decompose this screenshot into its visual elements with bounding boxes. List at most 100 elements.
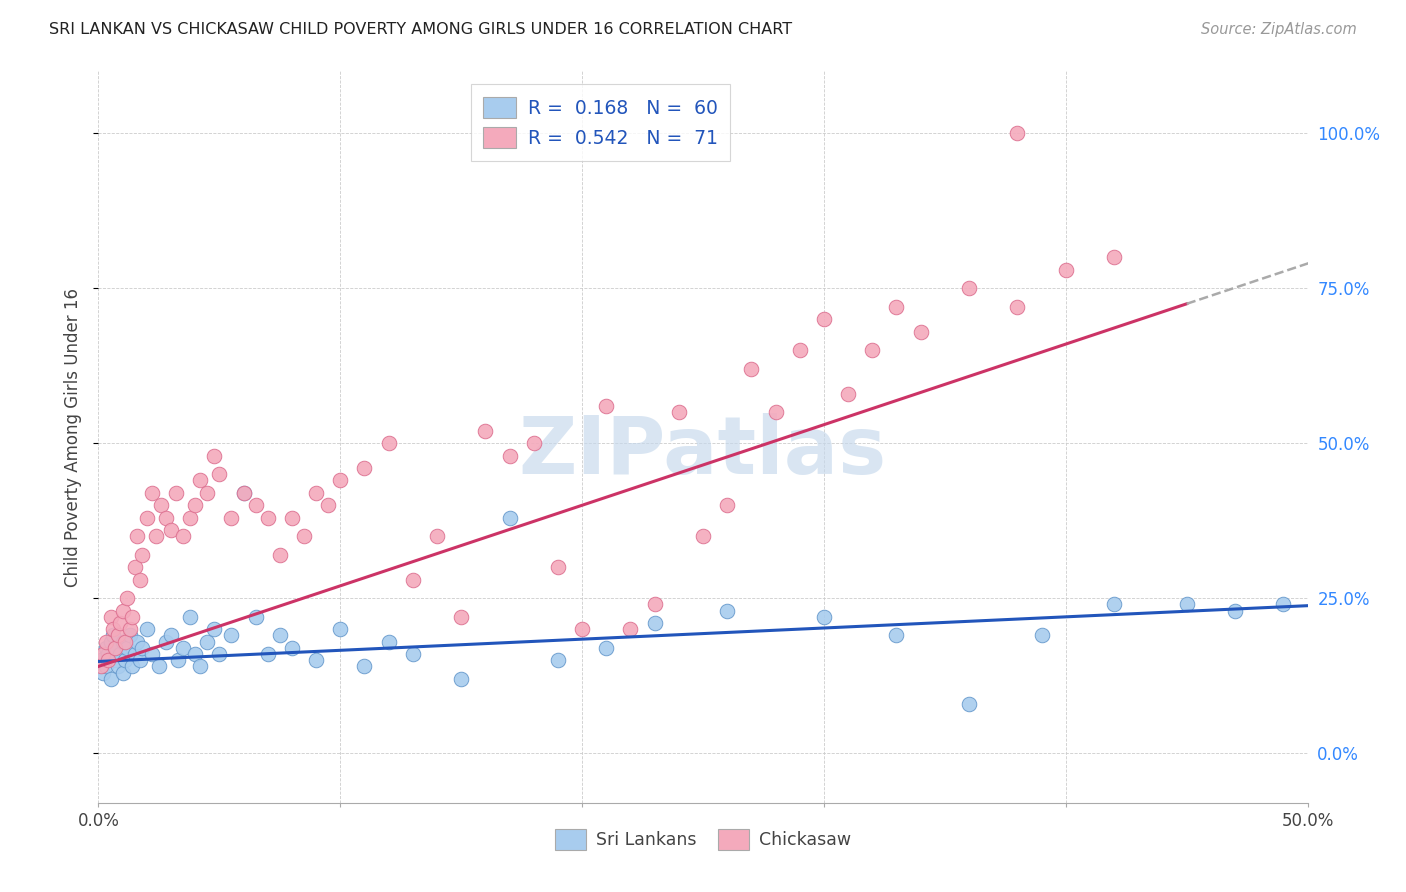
- Point: [111, 604, 134, 618]
- Point: [117, 591, 139, 606]
- Point: [118, 628, 141, 642]
- Point: [124, 647, 146, 661]
- Point: [160, 523, 183, 537]
- Point: [571, 622, 593, 636]
- Point: [141, 486, 163, 500]
- Point: [97, 647, 120, 661]
- Point: [204, 449, 226, 463]
- Point: [474, 424, 496, 438]
- Point: [104, 653, 127, 667]
- Point: [90, 653, 112, 667]
- Point: [188, 659, 211, 673]
- Legend: Sri Lankans, Chickasaw: Sri Lankans, Chickasaw: [544, 819, 862, 860]
- Point: [1054, 262, 1077, 277]
- Point: [121, 610, 143, 624]
- Point: [692, 529, 714, 543]
- Point: [172, 640, 194, 655]
- Point: [172, 529, 194, 543]
- Point: [188, 474, 211, 488]
- Point: [245, 498, 267, 512]
- Point: [232, 486, 254, 500]
- Point: [94, 659, 117, 673]
- Point: [498, 510, 520, 524]
- Point: [131, 640, 153, 655]
- Point: [269, 548, 291, 562]
- Point: [114, 653, 136, 667]
- Point: [121, 659, 143, 673]
- Point: [292, 529, 315, 543]
- Point: [910, 325, 932, 339]
- Point: [450, 610, 472, 624]
- Point: [101, 622, 124, 636]
- Point: [886, 300, 908, 314]
- Point: [114, 634, 136, 648]
- Point: [141, 647, 163, 661]
- Text: SRI LANKAN VS CHICKASAW CHILD POVERTY AMONG GIRLS UNDER 16 CORRELATION CHART: SRI LANKAN VS CHICKASAW CHILD POVERTY AM…: [49, 22, 793, 37]
- Point: [353, 659, 375, 673]
- Point: [97, 653, 120, 667]
- Point: [128, 653, 150, 667]
- Point: [179, 610, 201, 624]
- Point: [208, 647, 231, 661]
- Point: [1223, 604, 1246, 618]
- Point: [886, 628, 908, 642]
- Text: ZIPatlas: ZIPatlas: [519, 413, 887, 491]
- Point: [1007, 300, 1029, 314]
- Point: [426, 529, 449, 543]
- Point: [100, 634, 122, 648]
- Point: [90, 659, 112, 673]
- Point: [740, 362, 762, 376]
- Point: [135, 622, 157, 636]
- Point: [789, 343, 811, 358]
- Point: [765, 405, 787, 419]
- Point: [148, 659, 170, 673]
- Point: [377, 436, 399, 450]
- Point: [167, 653, 190, 667]
- Point: [111, 665, 134, 680]
- Point: [155, 510, 177, 524]
- Point: [118, 622, 141, 636]
- Point: [195, 486, 218, 500]
- Point: [100, 672, 122, 686]
- Point: [269, 628, 291, 642]
- Point: [1031, 628, 1053, 642]
- Point: [111, 634, 134, 648]
- Point: [957, 281, 980, 295]
- Point: [450, 672, 472, 686]
- Point: [595, 399, 617, 413]
- Point: [1007, 126, 1029, 140]
- Point: [127, 634, 149, 648]
- Point: [127, 529, 149, 543]
- Point: [232, 486, 254, 500]
- Point: [135, 510, 157, 524]
- Point: [91, 665, 114, 680]
- Point: [145, 529, 167, 543]
- Point: [104, 640, 127, 655]
- Point: [1175, 598, 1198, 612]
- Point: [377, 634, 399, 648]
- Point: [104, 640, 127, 655]
- Point: [256, 510, 278, 524]
- Point: [155, 634, 177, 648]
- Point: [94, 634, 117, 648]
- Point: [668, 405, 690, 419]
- Point: [523, 436, 546, 450]
- Point: [281, 640, 304, 655]
- Point: [644, 598, 666, 612]
- Point: [316, 498, 339, 512]
- Point: [402, 647, 425, 661]
- Point: [107, 659, 129, 673]
- Point: [644, 615, 666, 630]
- Point: [160, 628, 183, 642]
- Point: [94, 640, 117, 655]
- Point: [150, 498, 173, 512]
- Point: [256, 647, 278, 661]
- Text: Source: ZipAtlas.com: Source: ZipAtlas.com: [1201, 22, 1357, 37]
- Point: [860, 343, 883, 358]
- Point: [128, 573, 150, 587]
- Point: [108, 647, 131, 661]
- Point: [547, 560, 569, 574]
- Point: [353, 461, 375, 475]
- Point: [716, 498, 738, 512]
- Point: [124, 560, 146, 574]
